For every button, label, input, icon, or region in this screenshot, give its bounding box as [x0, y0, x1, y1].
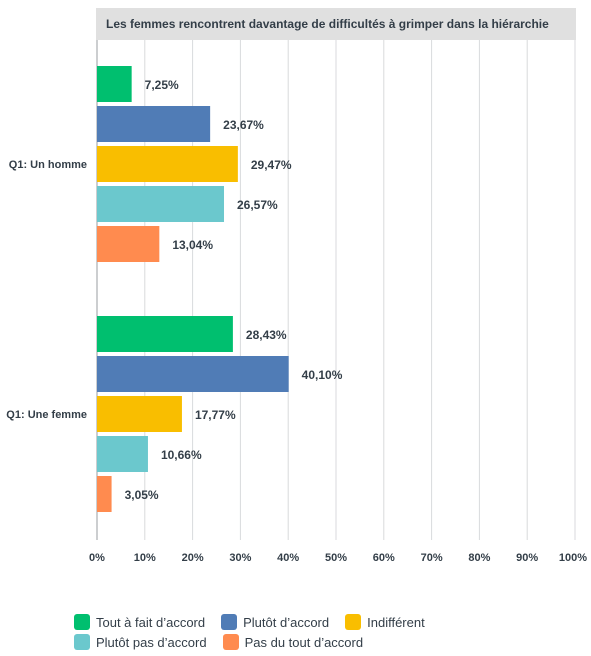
- bar: [97, 476, 112, 512]
- bars: [97, 66, 289, 512]
- legend-swatch: [222, 634, 239, 650]
- legend-label: Pas du tout d’accord: [244, 634, 364, 650]
- legend-swatch: [221, 614, 238, 630]
- bar: [97, 226, 160, 262]
- data-label: 13,04%: [172, 238, 213, 252]
- legend-swatch: [345, 614, 362, 630]
- bar: [97, 316, 233, 352]
- data-label: 3,05%: [125, 488, 159, 502]
- chart-title-bar: [96, 8, 576, 40]
- legend-item: Plutôt d’accord: [221, 614, 329, 630]
- legend-label: Plutôt d’accord: [243, 614, 330, 630]
- x-axis-ticks: 0% 10% 20% 30% 40% 50% 60% 70% 80% 90% 100%: [89, 552, 587, 564]
- data-label: 10,66%: [161, 448, 202, 462]
- x-tick-label: 100%: [559, 552, 587, 564]
- bar: [97, 186, 225, 222]
- bar: [97, 66, 132, 102]
- legend-label: Tout à fait d’accord: [96, 614, 206, 630]
- legend-swatch: [74, 614, 90, 630]
- chart-title: Les femmes rencontrent davantage de diff…: [106, 17, 549, 31]
- legend-label: Indifférent: [367, 614, 425, 630]
- x-tick-label: 30%: [229, 552, 251, 564]
- category-label: Q1: Un homme: [9, 159, 87, 171]
- data-label: 17,77%: [195, 408, 236, 422]
- data-labels: 7,25% 23,67% 29,47% 26,57% 13,04% 28,43% 40,10…: [125, 78, 343, 502]
- chart-legend: Tout à fait d’accord Plutôt d’accord Indif…: [74, 612, 494, 652]
- data-label: 7,25%: [145, 78, 179, 92]
- x-tick-label: 40%: [277, 552, 299, 564]
- legend-row: Tout à fait d’accord Plutôt d’accord Indif…: [74, 612, 494, 632]
- legend-item: Pas du tout d’accord: [222, 634, 364, 650]
- legend-item: Tout à fait d’accord: [74, 614, 205, 630]
- x-tick-label: 80%: [468, 552, 490, 564]
- bar: [97, 356, 289, 392]
- data-label: 29,47%: [251, 158, 292, 172]
- bar: [97, 146, 238, 182]
- data-label: 23,67%: [223, 118, 264, 132]
- legend-item: Indifférent: [345, 614, 425, 630]
- legend-swatch: [74, 634, 90, 650]
- x-tick-label: 10%: [134, 552, 156, 564]
- bar: [97, 436, 148, 472]
- data-label: 28,43%: [246, 328, 287, 342]
- x-tick-label: 20%: [182, 552, 204, 564]
- x-tick-label: 50%: [325, 552, 347, 564]
- category-labels: Q1: Un homme Q1: Une femme: [6, 159, 87, 421]
- x-tick-label: 90%: [516, 552, 538, 564]
- x-tick-label: 0%: [89, 552, 105, 564]
- category-label: Q1: Une femme: [6, 409, 87, 421]
- x-tick-label: 70%: [421, 552, 443, 564]
- legend-label: Plutôt pas d’accord: [96, 634, 207, 650]
- legend-item: Plutôt pas d’accord: [74, 634, 207, 650]
- x-tick-label: 60%: [373, 552, 395, 564]
- data-label: 40,10%: [302, 368, 343, 382]
- legend-row: Plutôt pas d’accord Pas du tout d’accord: [74, 632, 494, 652]
- data-label: 26,57%: [237, 198, 278, 212]
- bar: [97, 396, 182, 432]
- bar: [97, 106, 211, 142]
